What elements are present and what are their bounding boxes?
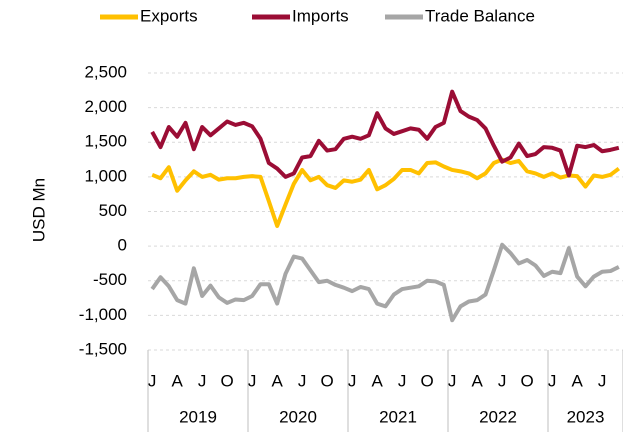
x-tick-label: J xyxy=(548,371,557,390)
y-tick-label: -500 xyxy=(93,270,127,289)
year-label: 2023 xyxy=(567,407,605,426)
x-tick-label: A xyxy=(371,371,383,390)
x-tick-label: J xyxy=(348,371,357,390)
x-tick-label: O xyxy=(321,371,334,390)
year-label: 2020 xyxy=(279,407,317,426)
x-tick-label: A xyxy=(171,371,183,390)
y-tick-label: 2,500 xyxy=(84,62,127,81)
legend-label: Trade Balance xyxy=(425,6,535,25)
year-label: 2019 xyxy=(179,407,217,426)
x-tick-label: J xyxy=(398,371,407,390)
year-label: 2021 xyxy=(379,407,417,426)
x-tick-label: O xyxy=(421,371,434,390)
y-tick-label: 500 xyxy=(99,201,127,220)
series-line xyxy=(151,157,621,229)
x-tick-label: A xyxy=(271,371,283,390)
series-line xyxy=(150,89,620,179)
y-tick-label: 2,000 xyxy=(84,97,127,116)
series-line xyxy=(150,242,620,323)
y-tick-label: 0 xyxy=(118,236,127,255)
x-tick-label: J xyxy=(498,371,507,390)
x-tick-label: O xyxy=(521,371,534,390)
y-axis-label: USD Mn xyxy=(29,178,48,242)
y-tick-label: -1,500 xyxy=(79,339,127,358)
x-tick-label: J xyxy=(598,371,607,390)
y-tick-label: -1,000 xyxy=(79,305,127,324)
x-tick-label: J xyxy=(448,371,457,390)
legend-label: Exports xyxy=(140,6,198,25)
x-tick-label: O xyxy=(221,371,234,390)
x-tick-label: A xyxy=(571,371,583,390)
x-tick-label: J xyxy=(148,371,157,390)
x-tick-label: A xyxy=(471,371,483,390)
year-label: 2022 xyxy=(479,407,517,426)
legend-label: Imports xyxy=(292,6,349,25)
y-tick-label: 1,500 xyxy=(84,132,127,151)
x-tick-label: J xyxy=(198,371,207,390)
x-tick-label: J xyxy=(298,371,307,390)
x-tick-label: J xyxy=(248,371,257,390)
y-tick-label: 1,000 xyxy=(84,166,127,185)
